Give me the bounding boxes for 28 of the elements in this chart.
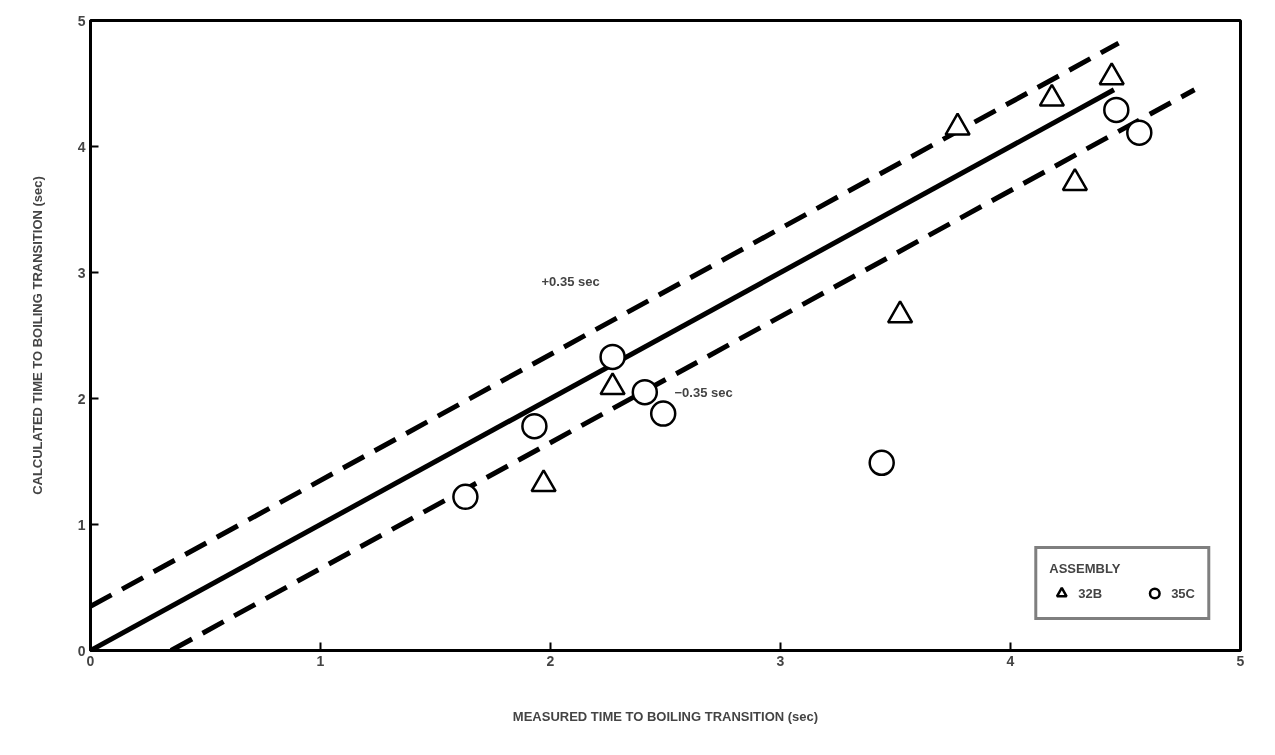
point bbox=[521, 412, 548, 440]
legend-label: 32B bbox=[1078, 585, 1103, 601]
x-tick-label: 2 bbox=[546, 652, 555, 669]
y-axis-title: CALCULATED TIME TO BOILING TRANSITION (sec) bbox=[29, 176, 45, 495]
y-tick-label: 4 bbox=[77, 138, 86, 155]
y-tick-label: 2 bbox=[77, 390, 86, 407]
legend-label: 35C bbox=[1171, 585, 1195, 601]
y-tick-label: 1 bbox=[77, 516, 86, 533]
y-tick-label: 5 bbox=[77, 12, 86, 29]
point bbox=[1098, 62, 1125, 86]
x-tick-label: 1 bbox=[316, 652, 325, 669]
point bbox=[1061, 167, 1089, 192]
point bbox=[886, 300, 914, 324]
point bbox=[631, 378, 659, 406]
point bbox=[649, 400, 677, 427]
annotation: +0.35 sec bbox=[541, 274, 600, 289]
y-tick-label: 3 bbox=[77, 264, 86, 281]
point bbox=[1038, 83, 1066, 107]
annotation: −0.35 sec bbox=[674, 385, 733, 400]
point bbox=[868, 449, 895, 476]
x-tick-label: 3 bbox=[776, 652, 785, 669]
x-tick-label: 5 bbox=[1236, 652, 1245, 669]
legend-title: ASSEMBLY bbox=[1049, 561, 1122, 576]
point bbox=[944, 112, 971, 136]
point bbox=[452, 483, 479, 511]
point bbox=[599, 343, 626, 371]
x-axis-title: MEASURED TIME TO BOILING TRANSITION (sec) bbox=[512, 708, 819, 724]
x-tick-label: 4 bbox=[1006, 652, 1015, 669]
